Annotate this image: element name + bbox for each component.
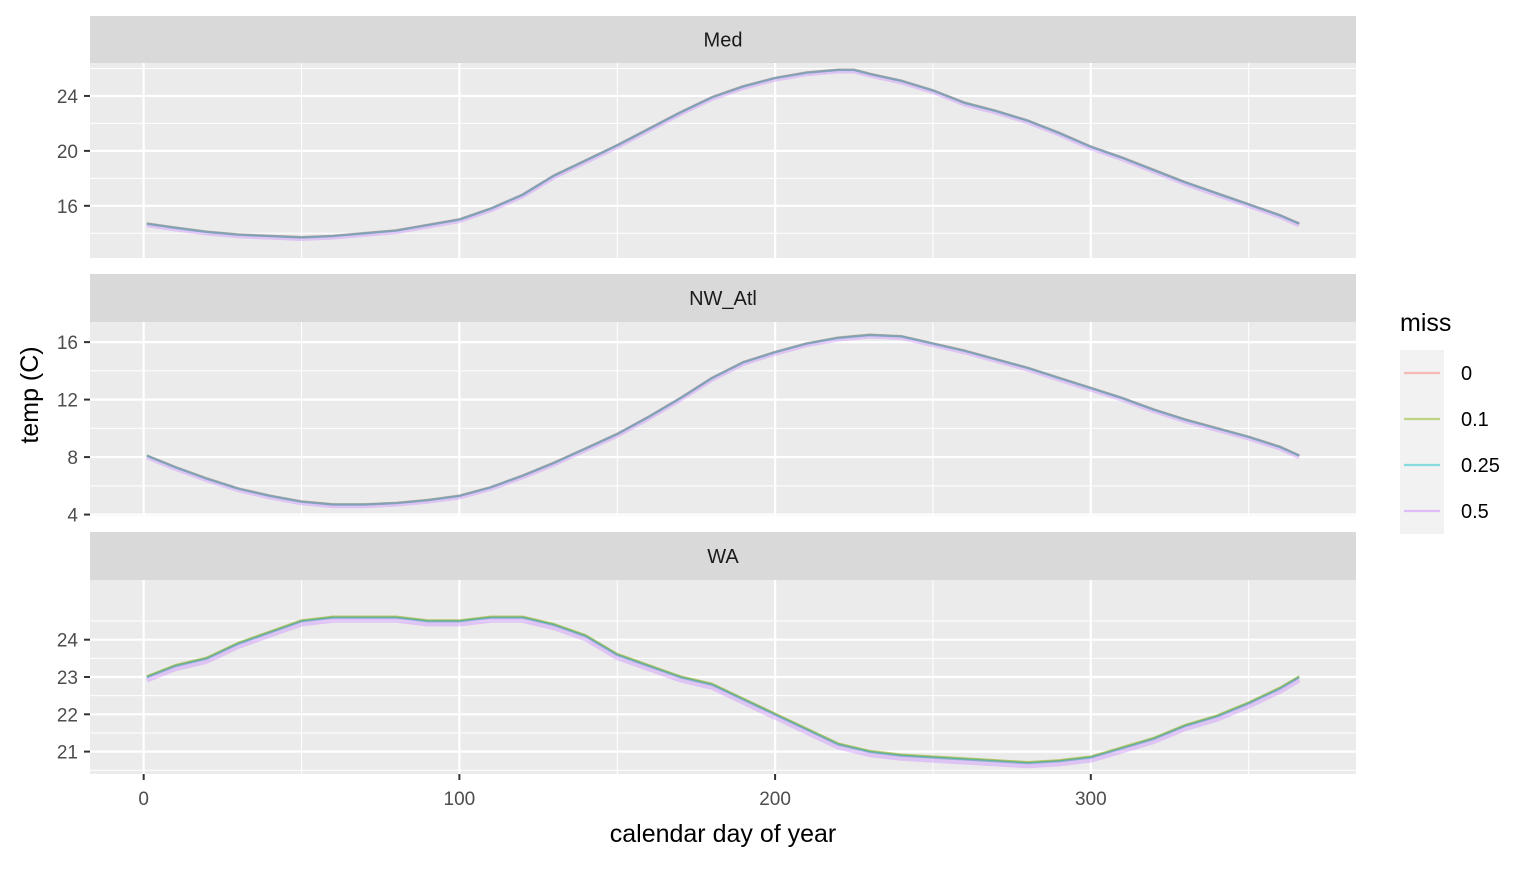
facet-strip-label: NW_Atl	[689, 288, 757, 310]
panel-background	[90, 322, 1356, 516]
series-line-0-25	[146, 68, 1300, 239]
y-tick-label: 24	[57, 631, 79, 652]
x-tick-label: 100	[444, 789, 476, 810]
y-tick-label: 4	[67, 506, 78, 527]
series-line-0-25	[146, 334, 1300, 506]
facet-strip	[90, 16, 1356, 63]
y-tick-label: 12	[57, 391, 78, 412]
legend-label: 0.25	[1461, 455, 1500, 477]
legend-label: 0.5	[1461, 501, 1489, 523]
facet-strip-label: Med	[704, 30, 743, 52]
x-tick-label: 300	[1075, 789, 1107, 810]
series-line-0-5	[145, 333, 1301, 509]
x-axis-title: calendar day of year	[610, 820, 837, 848]
legend-key-background	[1400, 350, 1444, 396]
x-tick-label: 200	[759, 789, 791, 810]
legend-label: 0.1	[1461, 409, 1489, 431]
legend-key-background	[1400, 442, 1444, 488]
legend-key-background	[1400, 488, 1444, 534]
y-tick-label: 20	[57, 142, 78, 163]
legend-key-background	[1400, 396, 1444, 442]
facet-strip	[90, 274, 1356, 322]
y-tick-label: 22	[57, 705, 78, 726]
legend-title: miss	[1400, 309, 1451, 337]
legend-label: 0	[1461, 363, 1472, 385]
y-tick-label: 21	[57, 743, 78, 764]
y-tick-label: 16	[57, 333, 78, 354]
series-line-0-5	[146, 68, 1301, 241]
y-tick-label: 23	[57, 668, 78, 689]
facet-strip-label: WA	[707, 546, 739, 568]
series-line-0-5	[145, 617, 1301, 769]
y-tick-label: 8	[67, 448, 78, 469]
y-tick-label: 16	[57, 197, 78, 218]
y-axis-title: temp (C)	[16, 346, 44, 443]
x-tick-label: 0	[138, 789, 149, 810]
y-tick-label: 24	[57, 87, 79, 108]
series-line-0-25	[146, 616, 1300, 765]
facet-strip	[90, 532, 1356, 580]
